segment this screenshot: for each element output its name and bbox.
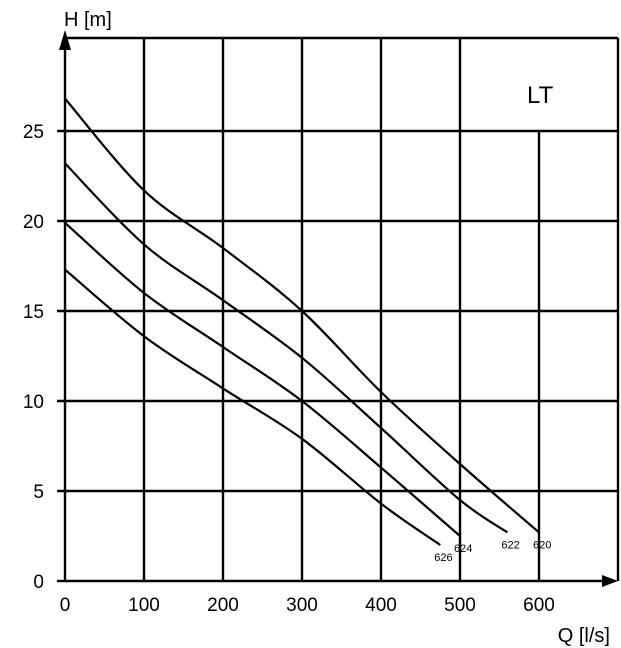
y-tick-label: 15 [23, 302, 44, 323]
x-tick-label: 100 [128, 595, 160, 616]
series-line-624 [64, 221, 461, 537]
series-label-626: 626 [434, 552, 452, 564]
x-axis-arrow-icon [602, 575, 618, 587]
y-axis-title: H [m] [64, 9, 112, 31]
y-tick-label: 5 [33, 482, 44, 503]
x-tick-label: 0 [60, 595, 71, 616]
x-tick-label: 600 [523, 595, 555, 616]
series-label-624: 624 [454, 543, 472, 555]
y-tick-label: 0 [33, 572, 44, 593]
chart-title: LT [527, 82, 554, 109]
y-axis-arrow-icon [59, 30, 71, 50]
x-tick-label: 200 [207, 595, 239, 616]
series-line-626 [64, 268, 441, 546]
x-tick-label: 300 [286, 595, 318, 616]
x-axis-title: Q [l/s] [558, 625, 610, 647]
grid [57, 36, 620, 581]
series-label-622: 622 [501, 539, 519, 551]
x-tick-label: 500 [444, 595, 476, 616]
labels: 0 100 200 300 400 500 600 0 5 10 15 20 25 620 622 62462… [23, 122, 555, 616]
curves [64, 97, 540, 546]
series-line-622 [64, 162, 509, 534]
series-line-620 [64, 97, 540, 534]
axes [57, 30, 618, 587]
series-label-620: 620 [533, 539, 551, 551]
x-tick-label: 400 [365, 595, 397, 616]
y-tick-label: 25 [23, 122, 44, 143]
y-tick-label: 20 [23, 212, 44, 233]
y-tick-label: 10 [23, 392, 44, 413]
